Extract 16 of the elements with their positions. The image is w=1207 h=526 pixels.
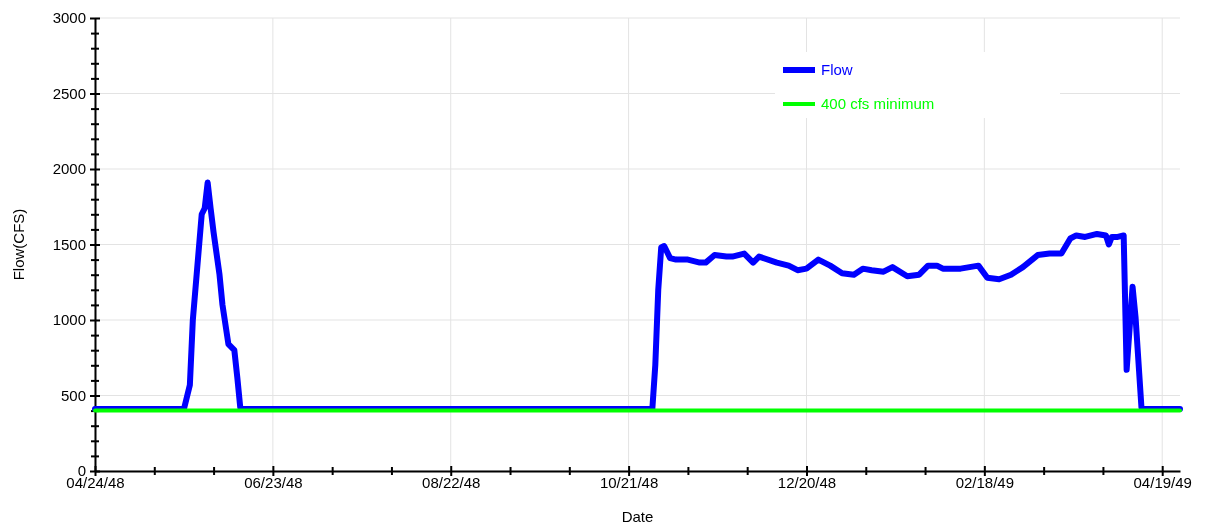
y-tick-label: 1500 bbox=[52, 235, 86, 253]
legend-label: 400 cfs minimum bbox=[821, 95, 935, 112]
x-tick-label: 12/20/48 bbox=[777, 473, 837, 491]
y-tick-label: 500 bbox=[60, 386, 86, 404]
x-tick-label: 06/23/48 bbox=[244, 473, 303, 491]
y-tick-label: 1000 bbox=[52, 311, 86, 329]
x-axis-title: Date bbox=[621, 508, 654, 525]
x-tick-label: 02/18/49 bbox=[955, 473, 1015, 491]
y-tick-label: 2000 bbox=[52, 160, 86, 178]
y-tick-label: 3000 bbox=[52, 9, 86, 27]
x-tick-label: 04/19/49 bbox=[1133, 473, 1192, 491]
x-tick-label: 08/22/48 bbox=[422, 473, 481, 491]
x-tick-label: 10/21/48 bbox=[599, 473, 659, 491]
legend-label: Flow bbox=[821, 61, 853, 78]
y-axis-title: Flow(CFS) bbox=[10, 208, 27, 281]
y-tick-label: 2500 bbox=[52, 84, 86, 102]
